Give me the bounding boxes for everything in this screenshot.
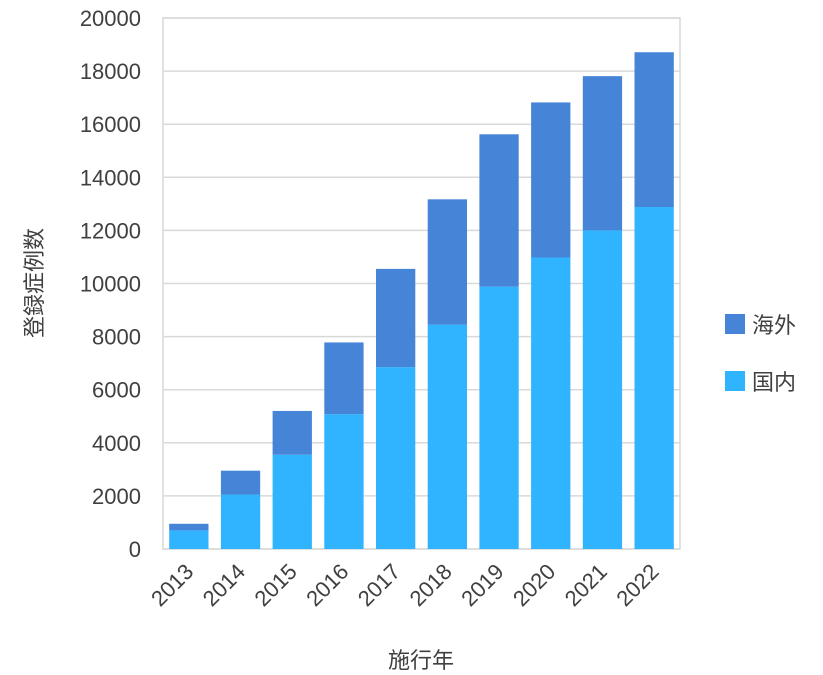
bar-domestic-2020	[531, 257, 571, 549]
y-tick-label: 2000	[92, 484, 141, 509]
x-tick-label: 2013	[146, 559, 198, 611]
y-tick-label: 14000	[80, 165, 141, 190]
x-tick-label: 2018	[405, 559, 457, 611]
bar-domestic-2016	[324, 414, 364, 549]
x-tick-label: 2017	[353, 559, 405, 611]
bar-overseas-2021	[582, 76, 623, 231]
y-tick-label: 16000	[80, 112, 141, 137]
y-axis-ticks: 0 2000 4000 6000 8000 10000 12000 14000 16000 180…	[80, 6, 141, 562]
bar-overseas-2016	[324, 342, 364, 415]
bar-domestic-2013	[169, 530, 209, 549]
bar-overseas-2020	[531, 102, 571, 258]
bar-overseas-2022	[634, 52, 674, 208]
bar-overseas-2015	[272, 410, 312, 455]
x-axis-ticks: 2013 2014 2015 2016 2017 2018 2019 2020 2021 2022	[146, 559, 664, 611]
y-tick-label: 12000	[80, 218, 141, 243]
y-tick-label: 20000	[80, 6, 141, 31]
y-tick-label: 4000	[92, 431, 141, 456]
bar-domestic-2019	[479, 286, 519, 549]
legend-label: 海外	[752, 314, 796, 339]
bar-domestic-2015	[272, 454, 312, 549]
y-tick-label: 6000	[92, 378, 141, 403]
x-axis-title: 施行年	[388, 649, 454, 674]
y-tick-label: 8000	[92, 325, 141, 350]
bars	[169, 52, 674, 549]
legend-swatch	[725, 314, 745, 334]
legend-label: 国内	[752, 371, 796, 396]
bar-domestic-2021	[582, 230, 623, 549]
x-tick-label: 2020	[508, 559, 560, 611]
x-tick-label: 2022	[611, 559, 663, 611]
y-tick-label: 10000	[80, 272, 141, 297]
legend-swatch	[725, 371, 745, 391]
bar-domestic-2022	[634, 207, 674, 549]
bar-overseas-2019	[479, 134, 519, 287]
y-axis-title: 登録症例数	[23, 228, 48, 338]
y-tick-label: 0	[129, 537, 141, 562]
x-tick-label: 2014	[198, 559, 250, 611]
x-tick-label: 2015	[249, 559, 301, 611]
bar-domestic-2014	[220, 494, 261, 549]
bar-overseas-2018	[427, 199, 467, 325]
bar-overseas-2014	[220, 470, 261, 495]
y-tick-label: 18000	[80, 59, 141, 84]
x-tick-label: 2019	[456, 559, 508, 611]
bar-overseas-2017	[376, 268, 416, 368]
bar-overseas-2013	[169, 523, 209, 531]
plot-frame	[162, 17, 681, 550]
x-tick-label: 2021	[560, 559, 612, 611]
x-tick-label: 2016	[301, 559, 353, 611]
bar-domestic-2017	[376, 367, 416, 549]
bar-domestic-2018	[427, 324, 467, 549]
